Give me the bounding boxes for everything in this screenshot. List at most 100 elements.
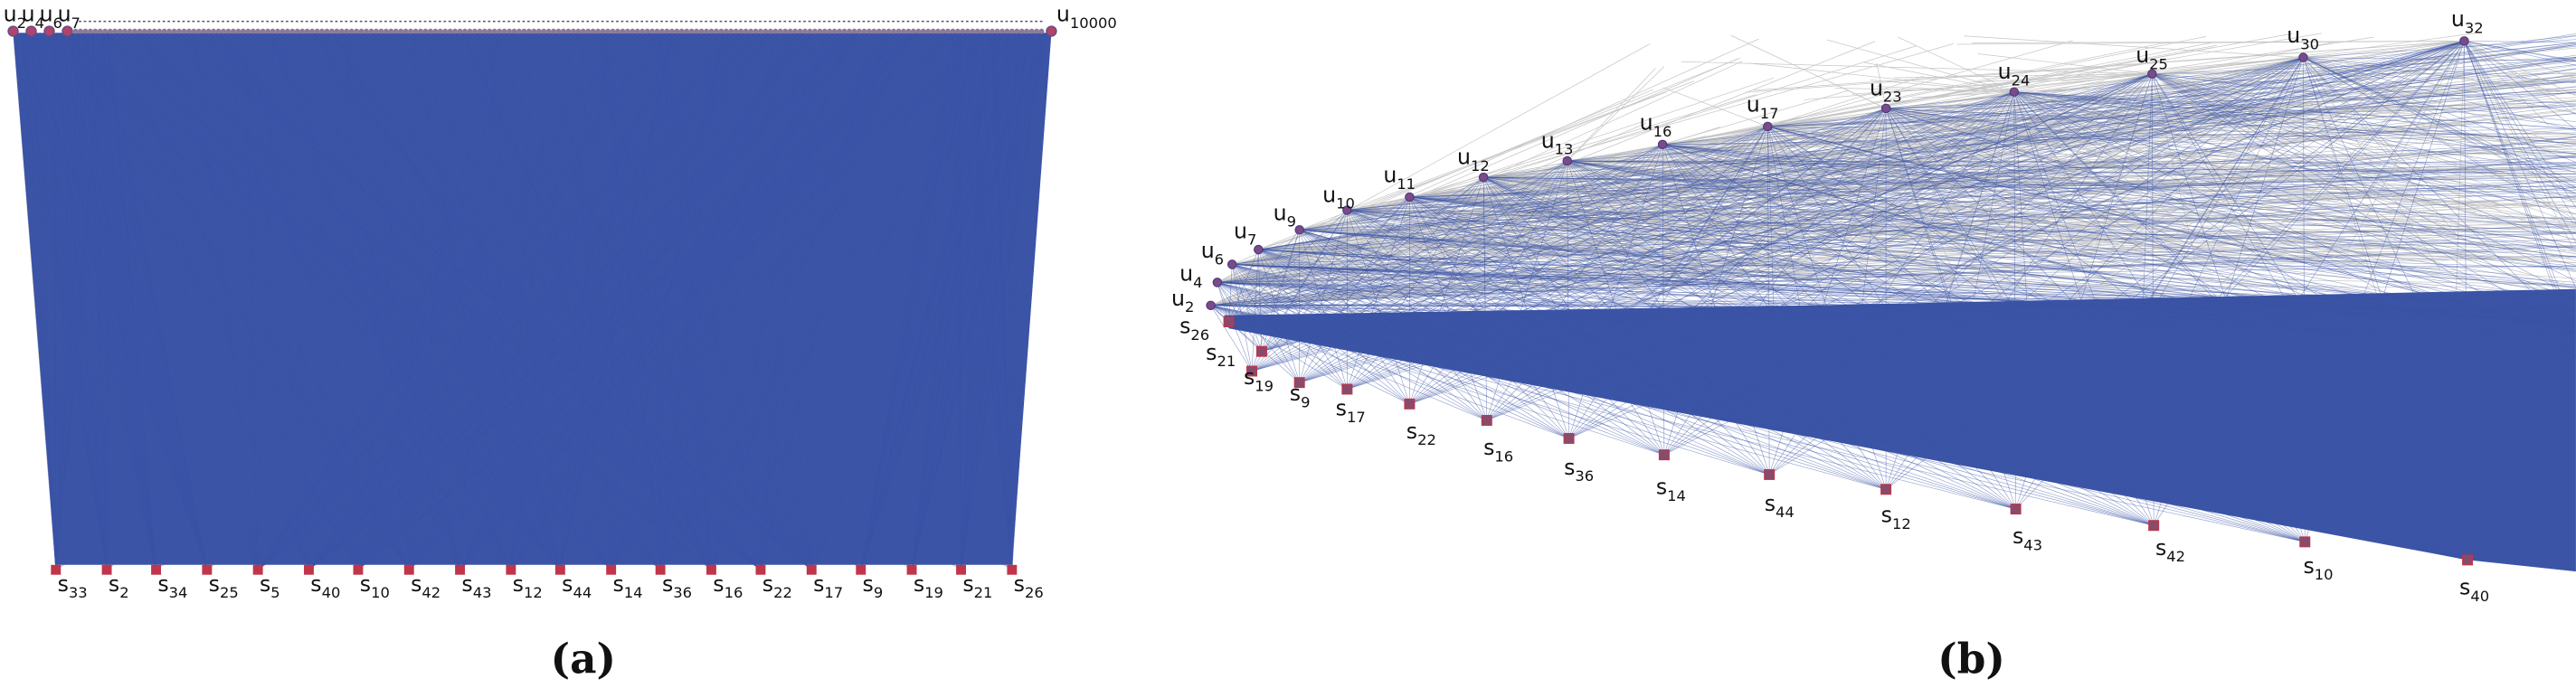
edge	[659, 33, 910, 570]
edge	[1767, 126, 2386, 313]
top-node	[1046, 25, 1057, 37]
edge	[67, 33, 309, 570]
edge	[215, 33, 512, 570]
edge	[1299, 106, 2382, 231]
edge	[118, 33, 812, 570]
edge	[760, 33, 835, 570]
bottom-node	[806, 564, 817, 575]
edge	[1886, 108, 2576, 198]
edge	[1568, 126, 1768, 439]
label-index: 5	[270, 584, 279, 601]
bottom-node	[956, 564, 966, 575]
edge	[1567, 160, 2053, 303]
edge	[1662, 144, 1770, 476]
edge	[2303, 57, 2576, 184]
node-label: s19	[914, 571, 943, 601]
edge	[357, 33, 650, 570]
node-dot	[408, 28, 413, 34]
edge	[611, 33, 820, 570]
label-index: 7	[71, 14, 80, 32]
label-index: 25	[2149, 55, 2168, 72]
node-dot	[457, 28, 463, 34]
edge	[297, 33, 561, 570]
node-label: s2	[109, 571, 129, 601]
edge	[1990, 73, 2153, 106]
node-dot	[881, 28, 887, 34]
edge	[1347, 57, 2304, 390]
edge	[1409, 108, 1887, 405]
node-dot	[393, 28, 399, 34]
node-dot	[570, 28, 576, 34]
edge	[1911, 91, 2014, 99]
edge	[2303, 57, 2576, 224]
node-dot	[132, 28, 137, 34]
node-dot	[580, 28, 586, 34]
edge	[1347, 210, 2048, 317]
label-letter: u	[1383, 163, 1397, 188]
label-letter: s	[813, 571, 824, 597]
edge	[1483, 176, 2576, 191]
edge	[327, 33, 561, 570]
edge	[574, 33, 812, 570]
edge	[1689, 108, 1887, 319]
label-letter: s	[962, 571, 973, 597]
edge	[535, 33, 712, 570]
label-letter: s	[2012, 523, 2023, 549]
top-node	[1212, 278, 1223, 287]
node-label: s16	[1483, 435, 1513, 465]
edge	[911, 33, 1009, 570]
node-dot	[590, 28, 596, 34]
edge	[510, 33, 875, 570]
edge	[760, 33, 799, 570]
edge	[2013, 91, 2576, 145]
edge	[1663, 108, 1887, 456]
edge	[1299, 229, 2576, 312]
edge	[2303, 57, 2576, 338]
edge	[2464, 41, 2576, 222]
node-label: u32	[2451, 6, 2484, 36]
edge	[810, 33, 813, 570]
bottom-node	[1658, 449, 1670, 461]
edge	[362, 33, 812, 570]
node-dot	[792, 28, 798, 34]
node-label: u9	[1274, 200, 1296, 230]
edge	[510, 33, 604, 570]
edge	[1011, 33, 1033, 570]
edge	[1492, 160, 1568, 316]
edge	[1767, 126, 2484, 303]
edge	[2152, 73, 2285, 298]
label-letter: u	[1322, 182, 1336, 207]
edge	[433, 33, 812, 570]
node-dot	[309, 28, 316, 34]
edge	[308, 33, 699, 570]
edge	[2013, 91, 2107, 328]
edge	[1210, 305, 2306, 542]
node-label: s44	[562, 571, 592, 601]
edge	[42, 33, 661, 570]
edge	[860, 33, 1020, 570]
edge	[25, 33, 208, 570]
edge	[1217, 282, 1229, 323]
node-dot	[945, 28, 951, 34]
edge	[1299, 41, 2465, 383]
edge	[1749, 62, 2014, 93]
node-dot	[758, 28, 763, 34]
node-dot	[501, 28, 507, 34]
edge	[14, 33, 57, 570]
edge	[961, 33, 1028, 570]
node-label: s16	[713, 571, 743, 601]
node-dot	[383, 28, 389, 34]
edge	[478, 33, 812, 570]
edge	[2303, 57, 2306, 542]
edge	[1568, 144, 1663, 439]
edge	[2013, 91, 2576, 155]
edge	[284, 33, 309, 570]
label-index: 43	[473, 584, 492, 601]
edge	[2303, 57, 2576, 195]
edge	[955, 33, 961, 570]
node-dot	[211, 28, 217, 34]
edge	[1709, 73, 2153, 298]
node-dot	[634, 28, 640, 34]
edge	[1898, 36, 2014, 93]
